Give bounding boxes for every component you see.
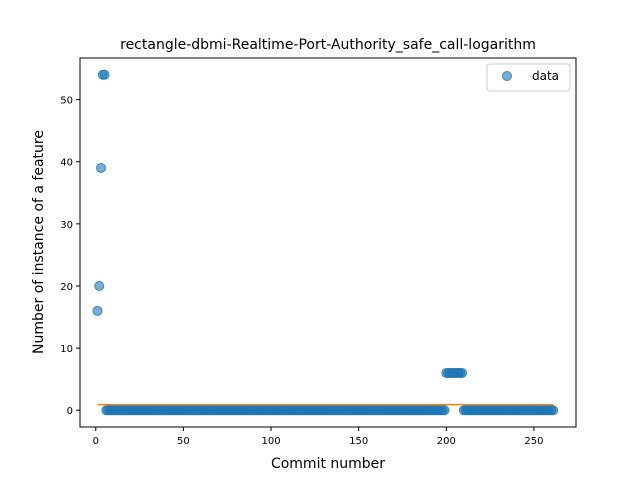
data-point: [93, 306, 102, 315]
y-tick-label: 50: [60, 96, 73, 107]
x-tick-label: 250: [524, 436, 543, 447]
x-tick-label: 200: [437, 436, 456, 447]
data-point: [440, 406, 449, 415]
y-axis-title: Number of instance of a feature: [31, 130, 47, 354]
y-tick-label: 10: [60, 344, 73, 355]
x-tick-label: 150: [349, 436, 368, 447]
chart-title: rectangle-dbmi-Realtime-Port-Authority_s…: [120, 37, 536, 53]
legend: data: [487, 64, 570, 91]
x-tick-label: 100: [261, 436, 280, 447]
y-tick-label: 40: [60, 158, 73, 169]
legend-label-data: data: [532, 69, 559, 83]
data-point: [100, 70, 109, 79]
legend-marker-data: [503, 72, 512, 81]
data-point: [458, 368, 467, 377]
data-point: [549, 406, 558, 415]
y-tick-label: 0: [67, 406, 73, 417]
x-tick-label: 50: [177, 436, 190, 447]
x-tick-label: 0: [93, 436, 99, 447]
y-tick-label: 30: [60, 220, 73, 231]
x-axis-title: Commit number: [271, 456, 385, 472]
y-tick-label: 20: [60, 282, 73, 293]
data-point: [97, 163, 106, 172]
data-point: [95, 281, 104, 290]
